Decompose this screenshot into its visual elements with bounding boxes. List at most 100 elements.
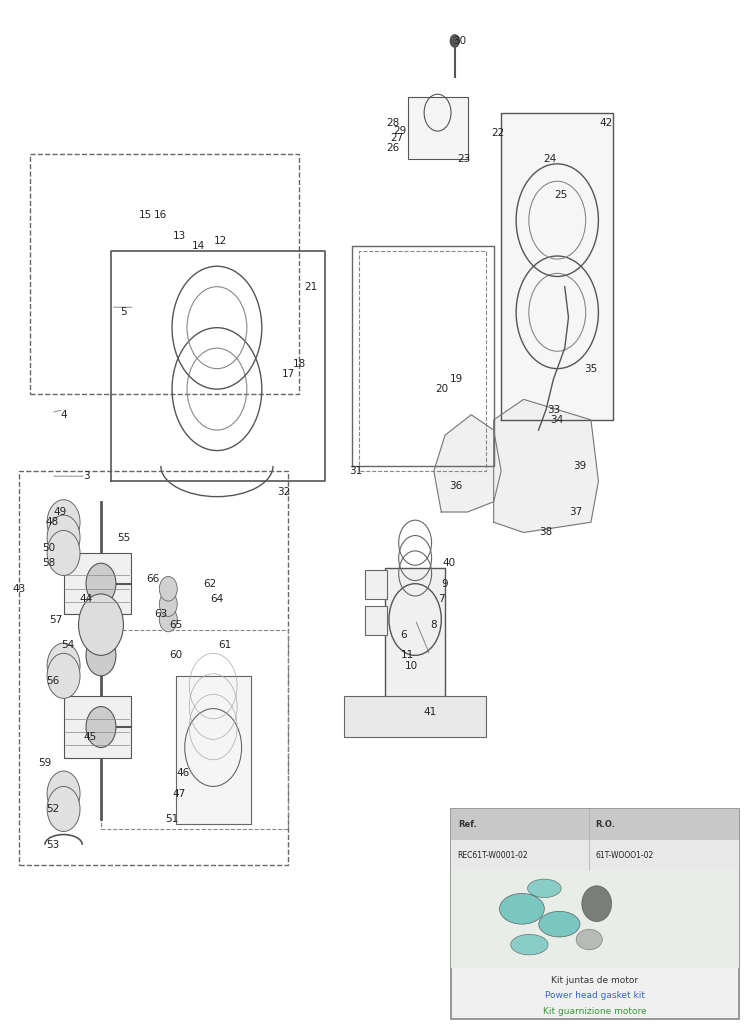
Bar — [101, 630, 288, 829]
Text: 61: 61 — [218, 640, 231, 650]
Text: 20: 20 — [435, 384, 448, 394]
Text: 65: 65 — [169, 620, 183, 630]
Bar — [451, 840, 739, 870]
Bar — [30, 154, 299, 394]
Text: 45: 45 — [83, 732, 96, 742]
Polygon shape — [494, 399, 598, 532]
Text: 49: 49 — [53, 507, 67, 517]
Bar — [19, 471, 288, 865]
Text: 14: 14 — [191, 241, 205, 251]
Text: 35: 35 — [584, 364, 598, 374]
Bar — [408, 97, 468, 159]
Circle shape — [47, 643, 80, 688]
Ellipse shape — [539, 911, 580, 937]
Bar — [451, 870, 739, 968]
Text: 34: 34 — [551, 415, 564, 425]
Text: 22: 22 — [491, 128, 504, 138]
Text: 26: 26 — [386, 143, 399, 154]
Text: 63: 63 — [154, 609, 168, 620]
Circle shape — [79, 594, 123, 655]
Text: 30: 30 — [453, 36, 467, 46]
Text: 36: 36 — [450, 481, 463, 492]
Text: 61T-WOOO1-02: 61T-WOOO1-02 — [595, 851, 653, 859]
Text: 17: 17 — [281, 369, 295, 379]
Text: 46: 46 — [177, 768, 190, 778]
Text: 37: 37 — [569, 507, 583, 517]
Circle shape — [159, 577, 177, 601]
Text: 43: 43 — [12, 584, 25, 594]
Text: 50: 50 — [42, 543, 55, 553]
Text: 19: 19 — [450, 374, 463, 384]
Text: 21: 21 — [304, 282, 317, 292]
Text: 52: 52 — [46, 804, 59, 814]
Bar — [365, 606, 387, 635]
Bar — [64, 553, 131, 614]
Text: 56: 56 — [46, 676, 59, 686]
Text: Ref.: Ref. — [459, 820, 477, 828]
Text: 42: 42 — [599, 118, 613, 128]
Text: 28: 28 — [386, 118, 399, 128]
Circle shape — [159, 607, 177, 632]
Text: 32: 32 — [278, 486, 291, 497]
Circle shape — [450, 35, 459, 47]
Text: 64: 64 — [210, 594, 224, 604]
Polygon shape — [434, 415, 501, 512]
Circle shape — [47, 530, 80, 575]
Text: 44: 44 — [79, 594, 93, 604]
Polygon shape — [176, 676, 251, 824]
Text: 51: 51 — [165, 814, 179, 824]
Text: 18: 18 — [292, 358, 306, 369]
Circle shape — [47, 771, 80, 816]
Text: 5: 5 — [120, 307, 126, 317]
Text: 59: 59 — [38, 758, 52, 768]
Text: Kit guarnizione motore: Kit guarnizione motore — [543, 1007, 647, 1016]
Circle shape — [47, 500, 80, 545]
Text: REC61T-W0001-02: REC61T-W0001-02 — [457, 851, 527, 859]
Text: 16: 16 — [154, 210, 168, 220]
Text: 39: 39 — [573, 461, 586, 471]
Bar — [365, 570, 387, 599]
Text: 53: 53 — [46, 840, 59, 850]
Bar — [344, 696, 486, 737]
Text: 8: 8 — [431, 620, 437, 630]
Text: 47: 47 — [173, 788, 186, 799]
Ellipse shape — [576, 930, 602, 950]
Bar — [64, 696, 131, 758]
Ellipse shape — [500, 893, 545, 924]
Text: Kit juntas de motor: Kit juntas de motor — [551, 976, 639, 985]
Ellipse shape — [511, 934, 548, 954]
Circle shape — [47, 515, 80, 560]
Text: 10: 10 — [405, 660, 418, 671]
Text: 31: 31 — [349, 466, 362, 476]
Text: 6: 6 — [401, 630, 407, 640]
Text: 62: 62 — [203, 579, 216, 589]
Text: 25: 25 — [554, 189, 568, 200]
Text: 55: 55 — [117, 532, 130, 543]
Text: 13: 13 — [173, 230, 186, 241]
Circle shape — [86, 635, 116, 676]
Text: 27: 27 — [390, 133, 403, 143]
Text: 11: 11 — [401, 650, 414, 660]
Circle shape — [47, 653, 80, 698]
Text: 15: 15 — [139, 210, 153, 220]
Text: 33: 33 — [547, 404, 560, 415]
Text: 23: 23 — [457, 154, 470, 164]
Circle shape — [159, 592, 177, 616]
Text: 29: 29 — [393, 126, 407, 136]
Bar — [451, 809, 739, 840]
Text: 66: 66 — [147, 573, 160, 584]
Text: 54: 54 — [61, 640, 74, 650]
Text: 40: 40 — [442, 558, 456, 568]
Text: 57: 57 — [49, 614, 63, 625]
Ellipse shape — [527, 879, 561, 897]
Bar — [385, 568, 445, 722]
Text: 9: 9 — [442, 579, 448, 589]
Text: 4: 4 — [61, 410, 67, 420]
Ellipse shape — [582, 886, 612, 922]
Text: Power head gasket kit: Power head gasket kit — [545, 991, 645, 1000]
Bar — [451, 809, 739, 1019]
Text: 3: 3 — [83, 471, 89, 481]
Text: 58: 58 — [42, 558, 55, 568]
Text: 60: 60 — [169, 650, 183, 660]
Text: 12: 12 — [214, 236, 227, 246]
